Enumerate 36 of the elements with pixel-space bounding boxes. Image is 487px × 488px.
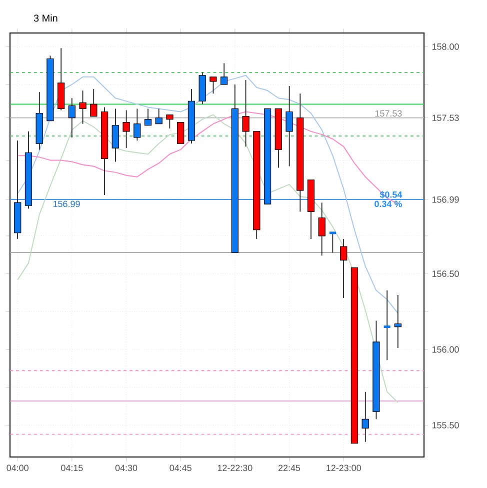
candlestick [242, 80, 250, 147]
x-tick-label: 04:00 [6, 464, 28, 472]
ref-line-label: 156.99 [53, 200, 80, 208]
candlestick [318, 202, 326, 256]
x-tick-label: 22:45 [278, 464, 300, 472]
candlestick [362, 391, 369, 442]
y-tick-label: 158.00 [432, 43, 459, 50]
x-tick-label: 04:15 [61, 464, 83, 472]
y-tick-label: 156.50 [432, 270, 459, 277]
ref-line-label: 157.53 [375, 110, 402, 117]
candlestick [112, 108, 119, 162]
candlestick [134, 108, 141, 141]
y-tick-label: 156.99 [432, 196, 459, 203]
candlestick [79, 90, 86, 124]
candlestick [155, 108, 162, 124]
candlestick [144, 108, 152, 126]
candlestick [166, 114, 174, 129]
y-tick-label: 155.50 [432, 422, 459, 428]
candlestick [68, 98, 76, 138]
candlestick [90, 88, 98, 117]
candlestick [220, 62, 228, 85]
candlestick [394, 294, 402, 348]
candlestick [340, 238, 348, 298]
x-tick-label: 12-22:30 [218, 464, 252, 472]
annotation: 0.34 % [374, 200, 402, 208]
x-tick-label: 12-23:00 [326, 464, 361, 472]
y-tick-label: 156.00 [432, 346, 459, 353]
candlestick [210, 76, 217, 94]
x-tick-label: 04:45 [170, 464, 192, 472]
chart-title: 3 Min [34, 14, 58, 22]
y-tick-label: 157.53 [432, 114, 459, 121]
x-tick-label: 04:30 [115, 464, 138, 472]
candlestick [177, 122, 184, 144]
candlestick [286, 86, 293, 167]
annotation: $0.54 [380, 191, 402, 198]
candlestick [122, 110, 130, 148]
